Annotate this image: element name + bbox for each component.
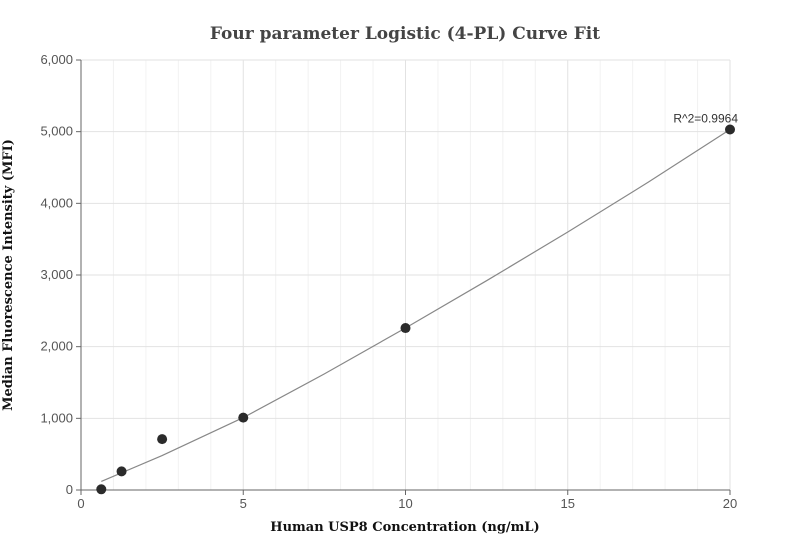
y-tick-label: 0 — [66, 482, 73, 497]
data-point — [116, 466, 127, 477]
data-point — [157, 434, 168, 445]
data-points — [96, 124, 735, 495]
x-tick-label: 0 — [77, 496, 84, 511]
x-tick-label: 20 — [723, 496, 737, 511]
tick-labels: 0 1,000 2,000 3,000 4,000 5,000 6,000 0 5 10 15 20 — [40, 52, 737, 511]
x-tick-label: 10 — [398, 496, 412, 511]
data-point — [725, 124, 735, 135]
r-squared-annotation: R^2=0.9964 — [673, 112, 738, 126]
y-tick-label: 5,000 — [40, 124, 73, 139]
x-tick-label: 15 — [561, 496, 575, 511]
y-tick-label: 6,000 — [40, 52, 73, 67]
y-tick-label: 4,000 — [40, 195, 73, 210]
x-axis-label: Human USP8 Concentration (ng/mL) — [270, 520, 539, 535]
fit-curve-layer — [101, 128, 731, 482]
fit-curve — [101, 128, 731, 482]
data-point — [238, 412, 249, 423]
y-tick-label: 2,000 — [40, 339, 73, 354]
y-tick-label: 1,000 — [40, 410, 73, 425]
x-tick-label: 5 — [240, 496, 247, 511]
y-tick-label: 3,000 — [40, 267, 73, 282]
data-point — [400, 323, 411, 334]
y-axis-label: Median Fluorescence Intensity (MFI) — [1, 139, 16, 411]
data-point — [96, 484, 107, 495]
grid — [81, 59, 731, 490]
axes — [76, 59, 731, 495]
chart-title: Four parameter Logistic (4-PL) Curve Fit — [210, 24, 600, 44]
